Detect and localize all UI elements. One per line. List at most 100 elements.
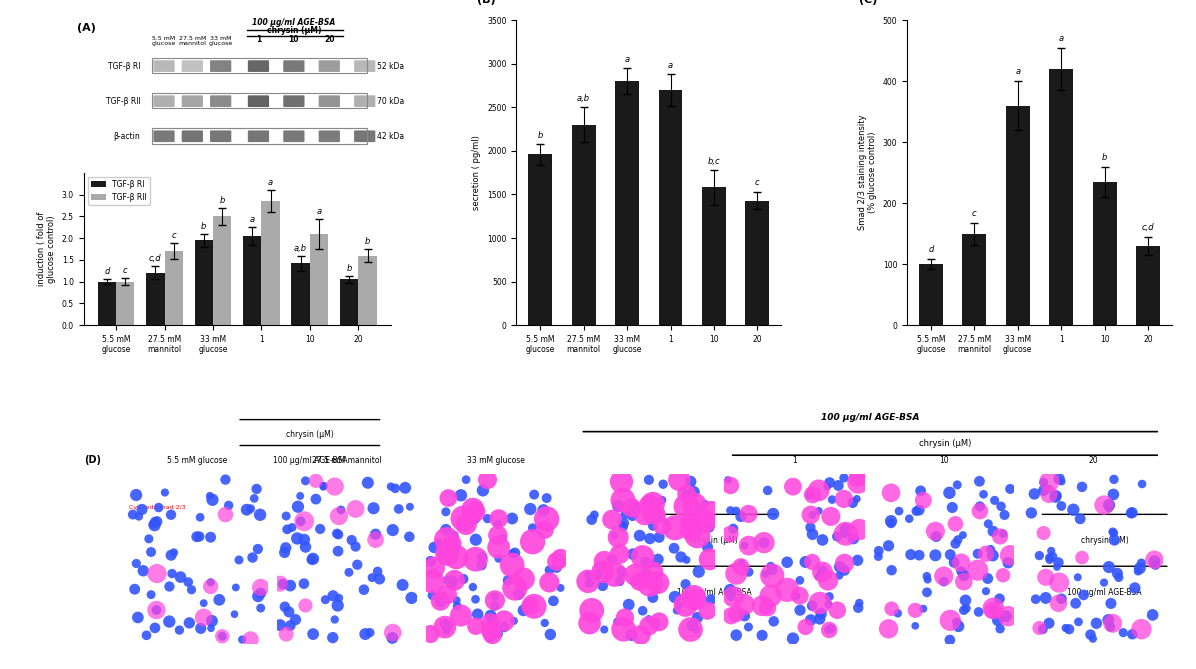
Text: 1: 1 [256,35,261,44]
Text: b: b [201,221,207,231]
Text: a: a [624,55,629,64]
FancyBboxPatch shape [153,60,175,72]
Text: 5.5 mM glucose: 5.5 mM glucose [167,456,227,465]
FancyBboxPatch shape [248,96,269,107]
Text: 20: 20 [1088,456,1098,465]
FancyBboxPatch shape [182,130,203,142]
Text: TGF-β RII: TGF-β RII [105,97,140,106]
Bar [195,240,213,325]
FancyBboxPatch shape [248,60,269,72]
Text: 42 kDa: 42 kDa [377,132,404,140]
Text: 100 μg/ml AGE-BSA: 100 μg/ml AGE-BSA [1067,587,1142,597]
Bar [292,264,310,325]
Bar [1049,69,1073,325]
Bar [152,128,367,144]
Text: (B): (B) [476,0,495,5]
Text: 10: 10 [939,456,948,465]
Y-axis label: induction ( fold of
glucose control): induction ( fold of glucose control) [37,212,56,286]
Bar [615,81,639,325]
Text: 10: 10 [288,35,299,44]
Text: (A): (A) [77,23,96,33]
Text: b: b [347,264,352,273]
Text: glucose: glucose [208,41,233,46]
Text: a,b: a,b [294,244,307,252]
Text: 20: 20 [324,35,335,44]
FancyBboxPatch shape [283,60,305,72]
Text: chrysin (μM): chrysin (μM) [286,430,334,440]
Bar [963,233,987,325]
Text: Cy3 red-Smad 2/3: Cy3 red-Smad 2/3 [129,504,187,510]
Text: 100 μg/ml AGE-BSA: 100 μg/ml AGE-BSA [273,456,347,465]
Text: 1: 1 [792,456,797,465]
Bar [340,280,359,325]
Bar [1136,246,1160,325]
Text: c,d: c,d [1142,223,1154,232]
Bar [529,155,553,325]
Bar [262,201,280,325]
FancyBboxPatch shape [210,130,231,142]
Text: 27.5 mM: 27.5 mM [178,35,206,41]
Bar [572,124,596,325]
Bar [116,282,134,325]
FancyBboxPatch shape [210,60,231,72]
Bar [152,58,367,74]
Text: 100 μg/ml AGE-BSA: 100 μg/ml AGE-BSA [252,18,336,27]
Text: glucose: glucose [152,41,176,46]
Text: b: b [365,237,371,246]
Bar [310,233,328,325]
Text: c,d: c,d [150,254,161,264]
FancyBboxPatch shape [210,96,231,107]
Text: (D): (D) [84,455,100,465]
Text: (C): (C) [859,0,878,5]
Text: b: b [220,195,225,205]
Text: 52 kDa: 52 kDa [377,62,404,71]
Legend: TGF-β RI, TGF-β RII: TGF-β RI, TGF-β RII [87,177,150,205]
Bar [98,282,116,325]
Text: c: c [171,231,176,240]
Bar [213,216,231,325]
Text: chrysin (μM): chrysin (μM) [690,536,738,545]
Text: b: b [537,130,543,140]
Bar [133,639,144,642]
Text: TGF-β RI: TGF-β RI [108,62,140,71]
Text: 27.5 mM mannitol: 27.5 mM mannitol [312,456,382,465]
FancyBboxPatch shape [283,130,305,142]
Bar [702,187,726,325]
Text: b: b [1102,153,1107,162]
FancyBboxPatch shape [182,60,203,72]
Bar [1093,182,1117,325]
FancyBboxPatch shape [318,60,340,72]
FancyBboxPatch shape [354,60,376,72]
Text: 5.5 mM: 5.5 mM [152,35,176,41]
Text: d: d [104,268,110,276]
Text: a: a [250,215,255,224]
Text: a: a [669,61,673,70]
Text: b,c: b,c [708,157,720,166]
Y-axis label: Smad 2/3 staining intensity
(% glucose control): Smad 2/3 staining intensity (% glucose c… [858,115,877,230]
Text: d: d [928,246,934,254]
FancyBboxPatch shape [248,130,269,142]
Text: a: a [1015,67,1020,76]
Text: 100 μg/ml AGE-BSA: 100 μg/ml AGE-BSA [822,413,920,422]
FancyBboxPatch shape [182,96,203,107]
Bar [659,90,683,325]
Text: chrysin (μM): chrysin (μM) [919,439,971,448]
Text: mannitol: mannitol [178,41,206,46]
Text: chrysin (μM): chrysin (μM) [267,25,322,35]
Text: a: a [1058,33,1063,43]
Text: chrysin (μM): chrysin (μM) [1081,536,1129,545]
Text: β-actin: β-actin [114,132,140,140]
Text: DAPI blue nuclei: DAPI blue nuclei [129,486,181,491]
Bar [146,273,165,325]
Bar [919,264,942,325]
Text: a: a [268,178,273,187]
Bar [1006,106,1030,325]
Text: a: a [317,207,322,215]
FancyBboxPatch shape [354,130,376,142]
FancyBboxPatch shape [318,130,340,142]
Bar [359,256,377,325]
FancyBboxPatch shape [153,96,175,107]
Bar [243,236,262,325]
Y-axis label: secretion ( pg/ml): secretion ( pg/ml) [472,135,482,210]
Text: 70 kDa: 70 kDa [377,97,404,106]
